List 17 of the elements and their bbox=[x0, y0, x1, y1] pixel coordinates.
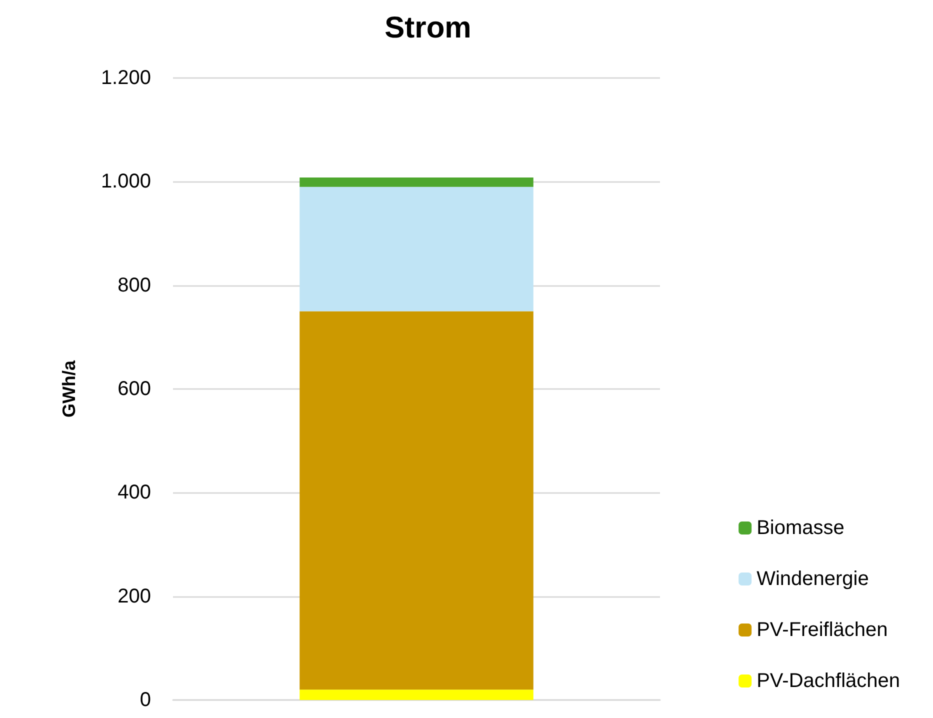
bar bbox=[300, 311, 534, 690]
y-tick-label: 1.000 bbox=[100, 170, 151, 193]
y-tick-label: 400 bbox=[118, 482, 151, 504]
y-tick-label: 600 bbox=[118, 378, 151, 400]
legend-label: PV-Dachflächen bbox=[756, 670, 900, 692]
bar bbox=[300, 690, 534, 700]
y-axis-title: GWh/a bbox=[59, 360, 79, 418]
bar bbox=[300, 178, 534, 187]
legend-label: Windenergie bbox=[756, 568, 869, 590]
y-tick-label: 200 bbox=[118, 585, 151, 608]
y-tick-label: 1.200 bbox=[100, 67, 151, 89]
chart-title: Strom bbox=[384, 12, 472, 44]
y-tick-label: 800 bbox=[118, 274, 151, 296]
y-tick-label: 0 bbox=[140, 689, 151, 711]
legend-label: Biomasse bbox=[756, 517, 844, 539]
legend-label: PV-Freiflächen bbox=[756, 619, 888, 641]
bar bbox=[300, 186, 534, 312]
